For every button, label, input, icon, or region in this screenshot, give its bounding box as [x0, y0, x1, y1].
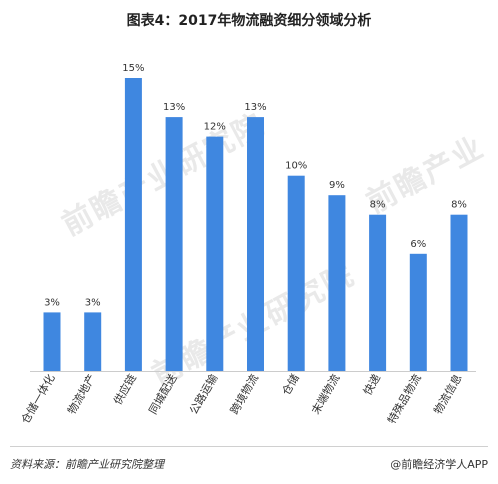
bar-value-label-1: 3%	[85, 297, 101, 308]
x-tick-label-7: 末端物流	[308, 372, 342, 417]
x-tick-label-4: 公路运输	[186, 372, 220, 417]
x-tick-label-9: 特殊品物流	[384, 372, 424, 427]
x-tick-label-8: 快递	[360, 372, 383, 398]
source-note: 资料来源：前瞻产业研究院整理	[10, 458, 164, 471]
bar-value-label-5: 13%	[244, 102, 266, 113]
bar-value-label-7: 9%	[329, 180, 345, 191]
chart-title: 图表4：2017年物流融资细分领域分析	[126, 13, 372, 29]
x-tick-label-6: 仓储	[279, 372, 302, 398]
bar-9	[409, 253, 427, 371]
bar-value-label-4: 12%	[204, 122, 226, 133]
bar-chart: 3% 仓储一体化 3% 物流地产 15% 供应链 13% 同城配送 12% 公路运输 13% 跨境物流…	[18, 63, 476, 427]
bar-8	[369, 214, 387, 371]
bar-value-label-10: 8%	[451, 200, 467, 211]
bar-value-label-8: 8%	[370, 200, 386, 211]
bar-4	[206, 136, 224, 371]
bar-value-label-6: 10%	[285, 161, 307, 172]
bar-10	[450, 214, 468, 371]
bar-value-label-2: 15%	[122, 63, 144, 74]
bar-value-label-0: 3%	[44, 297, 60, 308]
x-tick-label-0: 仓储一体化	[18, 372, 58, 427]
bar-5	[247, 117, 264, 371]
brand-credit: @前瞻经济学人APP	[390, 458, 488, 471]
bar-1	[84, 312, 102, 371]
footer-divider	[10, 446, 488, 447]
x-tick-label-10: 物流信息	[430, 372, 464, 417]
bar-3	[165, 117, 183, 371]
bar-2	[124, 78, 142, 371]
bar-7	[328, 195, 346, 371]
bar-value-label-9: 6%	[410, 239, 426, 250]
x-tick-label-3: 同城配送	[146, 372, 180, 417]
x-tick-label-2: 供应链	[110, 372, 139, 408]
x-tick-label-1: 物流地产	[64, 372, 98, 417]
bar-0	[43, 312, 61, 371]
bar-value-label-3: 13%	[163, 102, 185, 113]
x-tick-label-5: 跨境物流	[227, 372, 261, 417]
bar-6	[287, 175, 305, 371]
